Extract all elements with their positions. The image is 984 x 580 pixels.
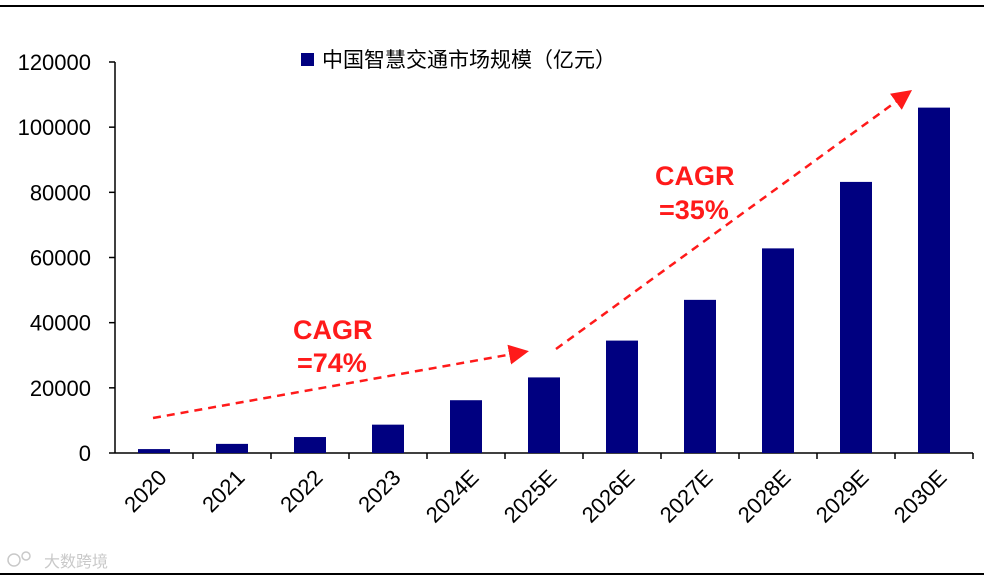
bar-2028E [762,248,794,453]
x-tick-label: 2027E [655,465,718,528]
bar-2021 [216,443,248,453]
watermark: 大数跨境 [7,551,108,571]
legend-label: 中国智慧交通市场规模（亿元） [322,48,616,72]
x-tick-label: 2028E [733,465,796,528]
y-tick-label: 100000 [18,115,91,140]
cagr-annotation-2: CAGR =35% [555,90,913,351]
legend: 中国智慧交通市场规模（亿元） [301,48,616,72]
x-tick-label: 2025E [499,465,562,528]
y-tick-label: 120000 [18,50,91,75]
bar-2024E [450,400,482,453]
cagr-arrow-2 [555,90,913,351]
bar-2025E [528,377,560,453]
x-tick-label: 2023 [353,465,405,517]
y-tick-label: 40000 [30,311,91,336]
y-tick-label: 20000 [30,376,91,401]
legend-swatch [301,53,314,66]
watermark-logo-icon [7,553,21,567]
cagr-label-2-line1: CAGR [655,161,735,191]
y-tick-label: 80000 [30,180,91,205]
x-tick-label: 2021 [197,465,249,517]
bar-2020 [138,449,170,453]
cagr-label-2-line2: =35% [659,195,729,225]
bar-2022 [294,437,326,453]
cagr-label-1-line1: CAGR [293,315,373,345]
watermark-text: 大数跨境 [44,552,108,571]
cagr-annotation-1: CAGR =74% [152,315,529,420]
bars [138,107,950,453]
x-tick-label: 2029E [811,465,874,528]
x-axis-ticks: 2020 2021 2022 2023 2024E 2025E 2026E 2027E 2028… [119,453,974,528]
cagr-label-1-line2: =74% [297,348,367,378]
y-tick-label: 0 [79,441,91,466]
x-tick-label: 2026E [577,465,640,528]
bar-2029E [840,181,872,453]
bar-2027E [684,299,716,453]
x-tick-label: 2024E [421,465,484,528]
y-tick-label: 60000 [30,246,91,271]
bar-2026E [606,340,638,453]
watermark-logo-icon-2 [21,551,31,561]
bar-2030E [918,107,950,453]
x-tick-label: 2022 [275,465,327,517]
y-axis-ticks: 0 20000 40000 60000 80000 100000 120000 [18,50,115,466]
cagr-arrow-1 [152,344,529,420]
x-tick-label: 2020 [119,465,171,517]
x-tick-label: 2030E [889,465,952,528]
bar-2023 [372,424,404,453]
